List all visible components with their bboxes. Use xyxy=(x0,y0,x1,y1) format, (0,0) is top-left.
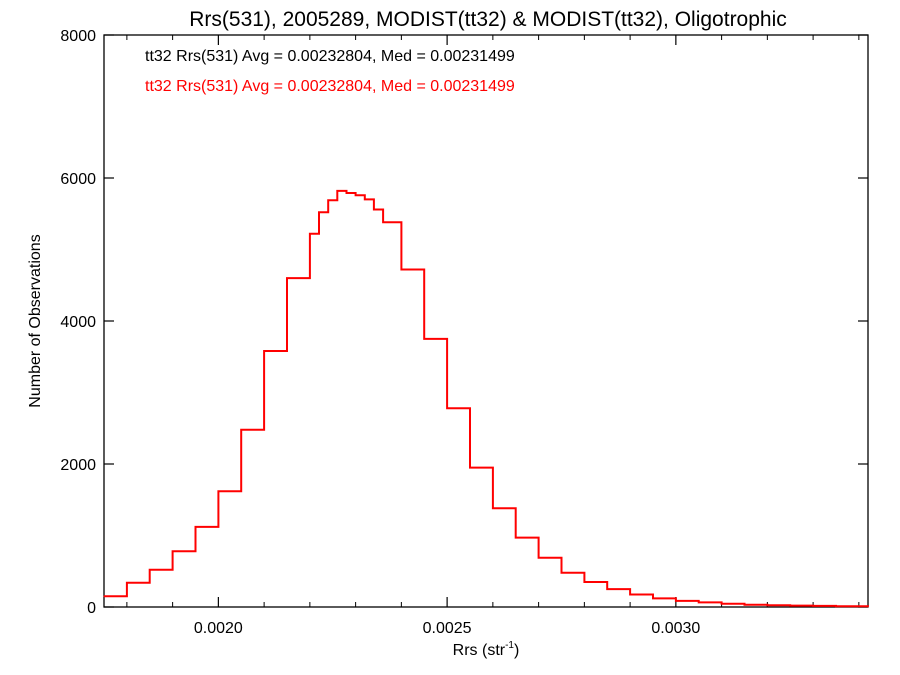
y-tick-label: 8000 xyxy=(60,28,96,45)
histogram-point xyxy=(103,595,105,597)
histogram-point xyxy=(652,597,654,600)
annotation-black: tt32 Rrs(531) Avg = 0.00232804, Med = 0.… xyxy=(145,48,515,65)
histogram-point xyxy=(309,233,311,235)
x-axis-label-text: Rrs (str xyxy=(453,642,506,659)
y-tick-label: 6000 xyxy=(60,171,96,188)
histogram-point xyxy=(675,600,677,602)
histogram-point xyxy=(766,604,768,606)
histogram-point xyxy=(606,588,608,590)
histogram-point xyxy=(336,190,338,192)
histogram-point xyxy=(318,211,320,213)
histogram-point xyxy=(345,192,348,194)
histogram-point xyxy=(286,277,288,279)
histogram-point xyxy=(492,507,494,509)
histogram-point xyxy=(721,603,723,605)
histogram-point xyxy=(240,429,242,431)
histogram-point xyxy=(263,350,265,352)
histogram-point xyxy=(327,199,329,201)
x-axis-label-close: ) xyxy=(514,642,519,659)
histogram-point xyxy=(355,194,357,196)
y-tick-label: 2000 xyxy=(60,457,96,474)
histogram-point xyxy=(629,593,631,596)
histogram-point xyxy=(217,490,219,492)
histogram-point xyxy=(400,268,402,271)
x-tick-label: 0.0025 xyxy=(423,620,472,637)
histogram-point xyxy=(149,569,151,571)
histogram-point xyxy=(789,604,791,607)
chart-title: Rrs(531), 2005289, MODIST(tt32) & MODIST… xyxy=(189,8,787,31)
histogram-point xyxy=(515,537,517,539)
series-layer xyxy=(103,189,869,608)
x-axis-label-superscript: -1 xyxy=(505,640,514,651)
histogram-point xyxy=(172,550,174,552)
x-tick-label: 0.0020 xyxy=(194,620,243,637)
histogram-point xyxy=(698,601,700,603)
histogram-point xyxy=(373,208,375,211)
histogram-point xyxy=(538,557,540,559)
histogram-point xyxy=(469,466,471,469)
y-axis-label: Number of Observations xyxy=(27,234,44,407)
histogram-point xyxy=(194,526,197,528)
histogram-point xyxy=(835,605,837,607)
y-tick-label: 0 xyxy=(87,600,96,617)
annotation-red: tt32 Rrs(531) Avg = 0.00232804, Med = 0.… xyxy=(145,78,515,95)
histogram-point xyxy=(743,604,746,606)
histogram-point xyxy=(812,605,814,607)
x-tick-label: 0.0030 xyxy=(651,620,700,637)
axis-ticks: 0.0020 0.0025 0.0030 0 2000 4000 6000 8000 xyxy=(60,28,868,637)
x-axis-label: Rrs (str-1) xyxy=(453,640,520,659)
histogram-point xyxy=(382,221,384,223)
histogram-point xyxy=(867,606,869,608)
histogram-point xyxy=(364,198,366,201)
y-tick-label: 4000 xyxy=(60,314,96,331)
histogram-point xyxy=(423,338,425,340)
histogram-point xyxy=(126,582,128,584)
histogram-point xyxy=(583,581,585,583)
histogram-point xyxy=(560,572,563,574)
histogram-point xyxy=(446,407,448,409)
histogram-series-line xyxy=(104,189,869,608)
